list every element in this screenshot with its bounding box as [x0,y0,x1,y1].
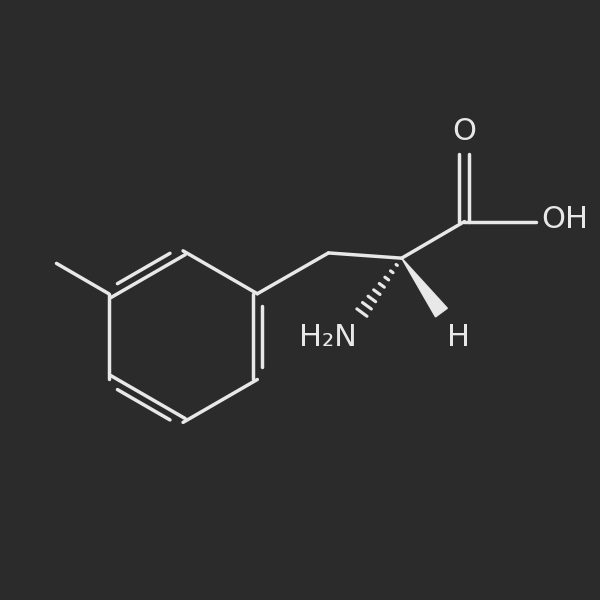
Text: O: O [452,117,476,146]
Text: OH: OH [541,205,588,234]
Polygon shape [401,258,448,317]
Text: H: H [446,323,470,352]
Text: H₂N: H₂N [299,323,357,352]
